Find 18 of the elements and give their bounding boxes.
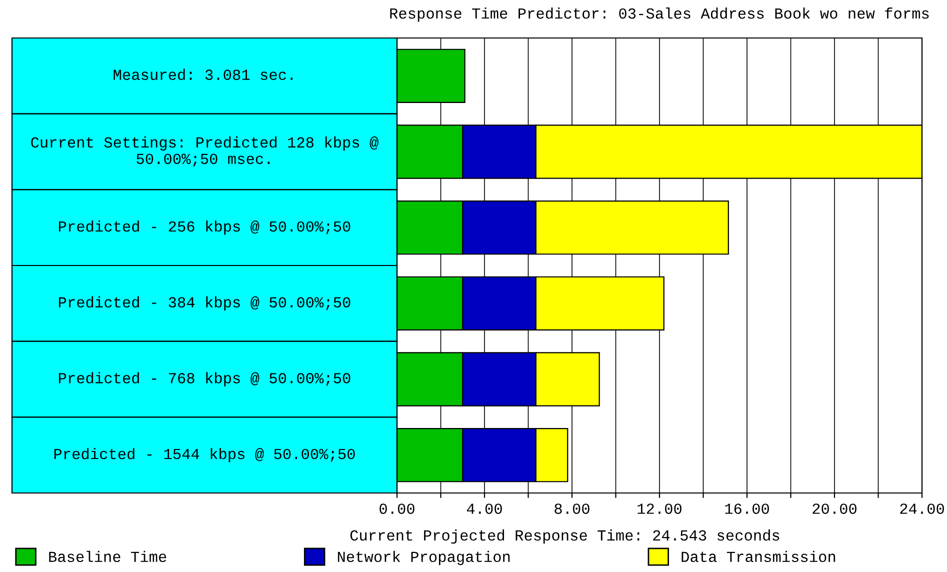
x-tick-label: 8.00 — [554, 504, 590, 514]
x-tick-label: 4.00 — [466, 504, 502, 514]
x-tick-label: 16.00 — [725, 504, 769, 514]
legend-label: Network Propagation — [338, 550, 510, 566]
y-tick-label: Predicted - 384 kbps @ 50.00%;50 — [59, 296, 350, 311]
y-tick-label: Predicted - 1544 kbps @ 50.00%;50 — [54, 448, 355, 462]
y-tick-label: Current Settings: Predicted 128 kbps @ 50.00%;50 msec. — [31, 136, 378, 167]
legend-label: Baseline Time — [49, 550, 166, 562]
x-axis-title: Current Projected Response Time: 24.543 seconds — [350, 529, 780, 544]
y-tick-label: Predicted - 768 kbps @ 50.00%;50 — [59, 372, 350, 386]
legend-label: Data Transmission — [682, 550, 836, 562]
y-tick-label: Measured: 3.081 sec. — [114, 68, 292, 80]
y-tick-label: Predicted - 256 kbps @ 50.00%;50 — [59, 220, 350, 235]
x-tick-label: 20.00 — [812, 504, 856, 514]
x-tick-label: 12.00 — [638, 504, 682, 514]
chart-title: Response Time Predictor: 03-Sales Address Book wo new forms — [390, 7, 929, 22]
x-tick-label: 0.00 — [380, 504, 414, 514]
x-tick-label: 24.00 — [900, 504, 944, 514]
